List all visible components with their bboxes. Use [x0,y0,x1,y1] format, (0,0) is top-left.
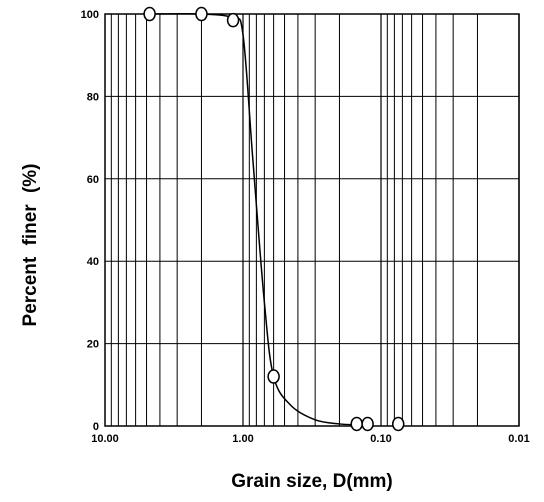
x-tick-label: 10.00 [91,433,119,445]
y-tick-label: 100 [81,9,99,21]
y-tick-label: 20 [87,339,99,351]
y-tick-label: 0 [93,421,99,433]
data-point [226,12,240,28]
tick-labels: 10.00 1.00 0.10 0.01 0 20 40 60 80 100 [81,9,530,445]
y-tick-label: 40 [87,256,99,268]
x-axis-title: Grain size, D(mm) [231,471,393,492]
gradation-curve [149,12,357,426]
chart-grid [105,13,520,427]
y-axis-title: Percent finer (%) [20,164,41,327]
data-point [267,369,280,384]
plot-frame [104,13,520,427]
data-point [350,416,363,432]
data-points [143,6,405,432]
data-point [143,6,156,22]
x-tick-label: 0.10 [370,433,391,445]
y-tick-label: 80 [87,91,99,103]
data-point [195,6,208,22]
data-point [391,416,405,432]
data-point [361,416,374,432]
x-tick-label: 0.01 [508,433,529,445]
y-tick-label: 60 [87,174,99,186]
x-tick-label: 1.00 [232,433,253,445]
